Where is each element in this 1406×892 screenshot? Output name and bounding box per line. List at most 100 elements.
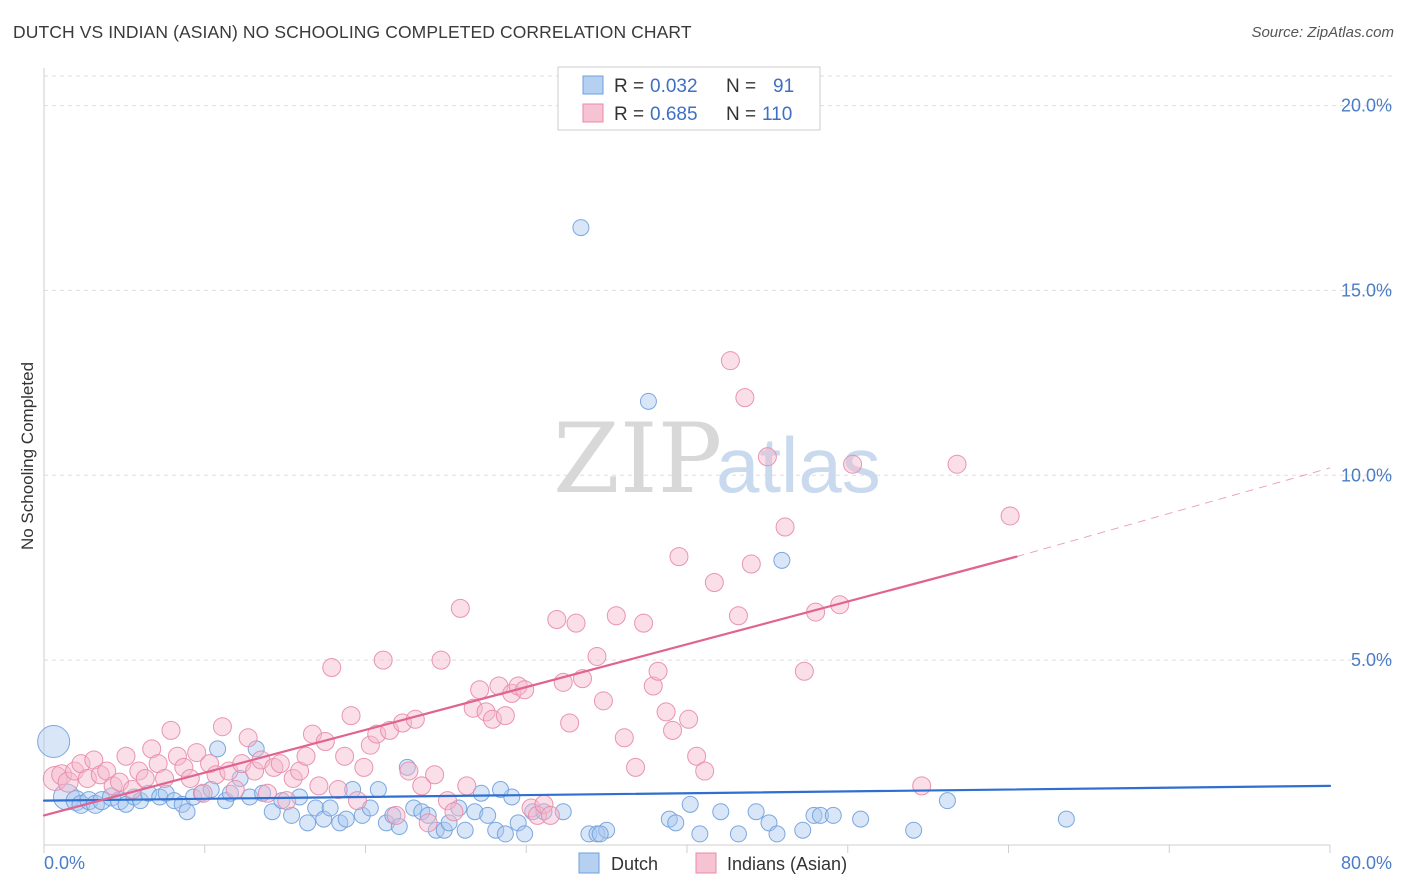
data-point-indian (103, 776, 123, 796)
watermark-zip: ZIP (553, 403, 722, 515)
data-point-dutch (472, 784, 490, 802)
axes: 5.0% 10.0% 15.0% 20.0% 0.0% 80.0% (43, 68, 1392, 873)
data-point-indian (277, 791, 297, 811)
data-point-dutch (639, 392, 657, 410)
data-point-indian (704, 573, 724, 593)
data-point-dutch (440, 814, 458, 832)
series-legend: Dutch Indians (Asian) (578, 852, 847, 874)
data-point-indian (386, 805, 406, 825)
data-point-dutch (37, 724, 71, 758)
data-point-indian (270, 754, 290, 774)
legend-r-value-indian: 0.685 (650, 104, 698, 125)
data-point-indian (322, 658, 342, 678)
watermark: ZIP atlas (553, 403, 881, 515)
data-point-indian (399, 761, 419, 781)
series-legend-label-indian: Indians (Asian) (727, 854, 847, 874)
watermark-atlas: atlas (716, 421, 881, 509)
data-point-indian (521, 798, 541, 818)
data-point-indian (212, 717, 232, 737)
data-point-indian (648, 661, 668, 681)
data-point-indian (757, 447, 777, 467)
data-point-indian (912, 776, 932, 796)
data-point-dutch (773, 551, 791, 569)
legend-n-value-dutch: 91 (773, 76, 794, 97)
data-point-indian (720, 351, 740, 371)
data-point-indian (457, 776, 477, 796)
data-point-indian (728, 606, 748, 626)
data-point-dutch (193, 784, 211, 802)
data-point-indian (843, 454, 863, 474)
data-point-indian (794, 661, 814, 681)
legend-n-label-indian: N = (726, 104, 756, 125)
data-point-dutch (747, 803, 765, 821)
trend-extension-indian (1016, 467, 1331, 558)
data-point-indian (328, 780, 348, 800)
data-point-indian (283, 768, 303, 788)
data-point-dutch (496, 825, 514, 843)
legend-swatch-dutch (582, 75, 604, 95)
data-point-indian (593, 691, 613, 711)
data-point-indian (296, 746, 316, 766)
data-point-dutch (729, 825, 747, 843)
data-point-indian (367, 724, 387, 744)
data-point-indian (200, 754, 220, 774)
data-points (37, 219, 1075, 843)
data-point-dutch (184, 788, 202, 806)
data-point-indian (167, 746, 187, 766)
data-point-indian (656, 702, 676, 722)
data-point-dutch (456, 821, 474, 839)
y-tick-label: 5.0% (1351, 650, 1392, 670)
legend-r-label-indian: R = (614, 104, 644, 125)
data-point-indian (947, 454, 967, 474)
data-point-indian (741, 554, 761, 574)
data-point-dutch (852, 810, 870, 828)
data-point-dutch (768, 825, 786, 843)
data-point-indian (135, 768, 155, 788)
data-point-dutch (209, 740, 227, 758)
data-point-dutch (321, 799, 339, 817)
data-point-dutch (824, 806, 842, 824)
grid-lines (44, 75, 1392, 661)
legend-r-label-dutch: R = (614, 76, 644, 97)
data-point-dutch (905, 821, 923, 839)
data-point-dutch (712, 803, 730, 821)
data-point-indian (547, 609, 567, 629)
data-point-indian (476, 702, 496, 722)
data-point-dutch (337, 810, 355, 828)
y-axis-label: No Schooling Completed (18, 362, 37, 550)
correlation-legend: R = 0.032 N = 91 R = 0.685 N = 110 (557, 66, 821, 131)
data-point-indian (309, 776, 329, 796)
series-legend-label-dutch: Dutch (611, 854, 658, 874)
data-point-indian (431, 650, 451, 670)
data-point-dutch (466, 803, 484, 821)
data-point-indian (412, 776, 432, 796)
trend-line-indian (42, 555, 1018, 817)
data-point-indian (669, 547, 689, 567)
data-point-indian (560, 713, 580, 733)
data-point-dutch (691, 825, 709, 843)
data-point-indian (687, 746, 707, 766)
data-point-dutch (811, 806, 829, 824)
data-point-dutch (492, 781, 510, 799)
data-point-indian (129, 761, 149, 781)
data-point-dutch (1057, 810, 1075, 828)
data-point-indian (626, 757, 646, 777)
data-point-indian (238, 728, 258, 748)
data-point-dutch (681, 795, 699, 813)
data-point-indian (57, 771, 79, 793)
chart-title: DUTCH VS INDIAN (ASIAN) NO SCHOOLING COM… (13, 22, 692, 42)
data-point-dutch (487, 821, 505, 839)
data-point-indian (587, 646, 607, 666)
data-point-indian (161, 720, 181, 740)
data-point-indian (174, 757, 194, 777)
data-point-indian (245, 761, 265, 781)
legend-swatch-indian (582, 103, 604, 123)
data-point-indian (257, 783, 277, 803)
data-point-dutch (479, 806, 497, 824)
data-point-indian (444, 802, 464, 822)
data-point-dutch (178, 803, 196, 821)
data-point-indian (470, 680, 490, 700)
data-point-dutch (509, 814, 527, 832)
data-point-dutch (794, 821, 812, 839)
trend-lines (42, 467, 1332, 817)
